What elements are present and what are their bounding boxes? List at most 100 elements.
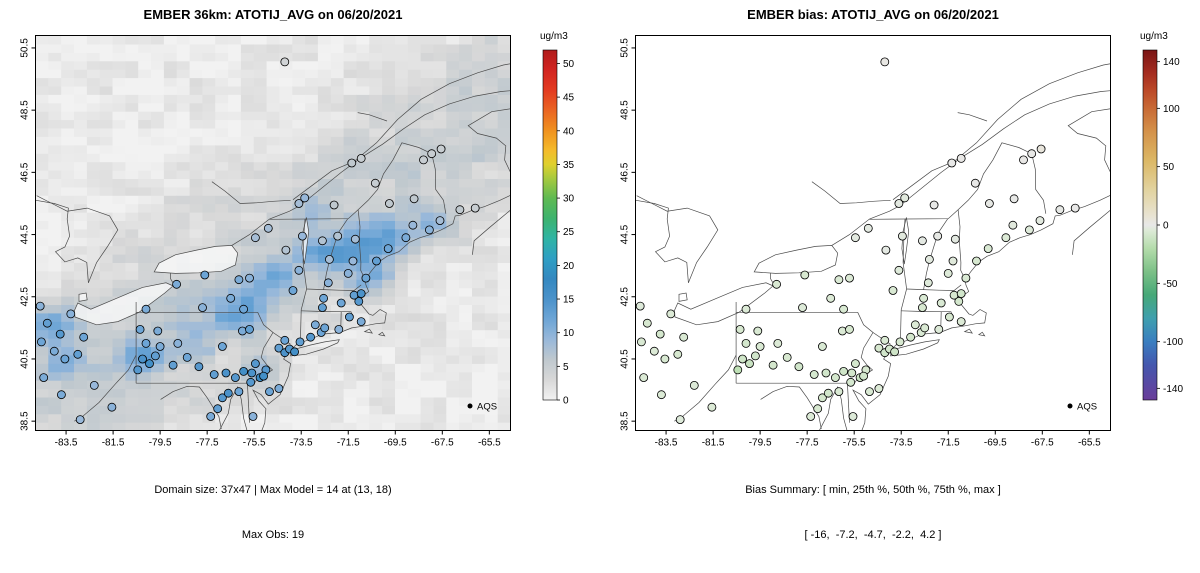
station-dot xyxy=(198,303,207,313)
aqs-legend-dot xyxy=(1067,403,1073,409)
y-tick-label: 48.5 xyxy=(20,100,31,120)
boundary-line xyxy=(269,209,359,220)
station-dot xyxy=(274,384,284,393)
station-dot xyxy=(772,279,782,289)
colorbar-tick-label: 10 xyxy=(563,328,575,339)
x-tick-label: -79.5 xyxy=(149,438,172,449)
plot-frame xyxy=(35,35,511,431)
panel-model-title: EMBER 36km: ATOTIJ_AVG on 06/20/2021 xyxy=(143,7,403,22)
station-dot xyxy=(356,317,366,327)
station-dot xyxy=(920,323,930,333)
panel-bias: EMBER bias: ATOTIJ_AVG on 06/20/2021 -83… xyxy=(600,0,1200,541)
colorbar-tick-label: 40 xyxy=(563,126,575,137)
station-dot xyxy=(333,231,343,241)
station-dots xyxy=(635,57,1080,425)
colorbar-ramp xyxy=(1142,49,1158,401)
y-tick-label: 46.5 xyxy=(620,162,631,182)
station-dot xyxy=(223,388,233,398)
colorbar: 0 5 10 15 20 25 30 35 40 45 50 ug/m3 xyxy=(540,31,575,407)
boundary-line xyxy=(636,195,719,283)
station-dot xyxy=(217,393,227,403)
station-dot xyxy=(826,293,836,303)
aqs-legend: AQS xyxy=(1067,402,1097,413)
colorbar-tick-label: 50 xyxy=(1163,162,1175,173)
station-dot xyxy=(356,153,366,163)
bias-map-plot: -83.5 -81.5 -79.5 -77.5 -75.5 -73.5 -71.5 -69.5… xyxy=(620,31,1184,449)
station-dot xyxy=(336,298,346,308)
station-dot xyxy=(172,279,182,289)
y-tick-label: 46.5 xyxy=(20,162,31,182)
colorbar-tick-label: 5 xyxy=(563,362,569,373)
station-dot xyxy=(55,329,65,339)
station-dot xyxy=(809,370,819,379)
station-dot xyxy=(755,342,765,351)
station-dot xyxy=(436,144,446,154)
station-dot xyxy=(217,342,227,351)
station-dot xyxy=(356,289,366,299)
station-dot xyxy=(401,233,411,243)
boundary-line xyxy=(831,90,1111,246)
boundary-line xyxy=(323,218,349,290)
station-dot xyxy=(1070,203,1080,213)
station-dot xyxy=(897,231,907,241)
station-dot xyxy=(839,366,849,376)
station-dot xyxy=(806,412,816,421)
x-tick-label: -75.5 xyxy=(243,438,266,449)
station-dot xyxy=(246,377,256,387)
station-dot xyxy=(324,254,334,264)
boundary-line xyxy=(901,310,952,313)
boundary-line xyxy=(211,181,291,204)
station-dot xyxy=(435,216,445,226)
station-dot xyxy=(660,354,670,364)
station-dot xyxy=(850,359,860,369)
station-dot xyxy=(230,373,240,383)
plot-frame xyxy=(635,35,1111,431)
station-dot xyxy=(894,265,904,275)
boundary-line xyxy=(1067,108,1111,173)
station-dot xyxy=(834,275,844,285)
station-dot xyxy=(707,402,717,412)
station-dot xyxy=(874,343,884,353)
station-dot xyxy=(798,303,807,313)
model-map-plot: -83.5 -81.5 -79.5 -77.5 -75.5 -73.5 -71.5 -69.5… xyxy=(20,31,575,449)
boundary-line xyxy=(906,284,962,291)
station-dot xyxy=(300,193,310,203)
station-dot xyxy=(245,324,254,334)
station-dot xyxy=(182,352,192,362)
station-dot xyxy=(133,365,143,375)
station-dot xyxy=(666,309,676,319)
x-tick-label: -73.5 xyxy=(890,438,913,449)
x-tick-label: -67.5 xyxy=(431,438,454,449)
y-tick-label: 42.5 xyxy=(620,287,631,307)
station-dot xyxy=(943,268,953,278)
station-dot xyxy=(890,347,900,357)
station-dot xyxy=(881,245,891,255)
station-dot xyxy=(280,57,290,67)
boundary-line xyxy=(35,199,89,283)
boundary-line xyxy=(635,199,689,283)
station-dot xyxy=(141,304,151,314)
boundary-line xyxy=(306,284,362,291)
station-dot xyxy=(334,324,344,334)
colorbar-tick-label: 45 xyxy=(563,93,575,104)
colorbar-tick-label: 0 xyxy=(563,396,569,407)
y-tick-label: 44.5 xyxy=(20,224,31,244)
colorbar-unit-label: ug/m3 xyxy=(1140,31,1168,42)
colorbar-unit-label: ug/m3 xyxy=(540,31,568,42)
station-dot xyxy=(950,234,960,244)
station-dot xyxy=(150,351,160,361)
station-dot xyxy=(850,233,860,243)
station-dot xyxy=(768,360,778,370)
station-dot xyxy=(834,387,844,397)
station-dot xyxy=(250,359,260,369)
station-dot xyxy=(906,332,916,342)
station-dot xyxy=(295,337,305,347)
colorbar-tick-label: 20 xyxy=(563,261,575,272)
station-dot xyxy=(57,390,66,400)
station-dot xyxy=(863,223,873,233)
station-dot xyxy=(929,200,939,210)
boundary-line xyxy=(292,63,511,200)
station-dot xyxy=(679,332,689,342)
station-dot xyxy=(350,234,360,244)
station-dot xyxy=(817,393,827,403)
